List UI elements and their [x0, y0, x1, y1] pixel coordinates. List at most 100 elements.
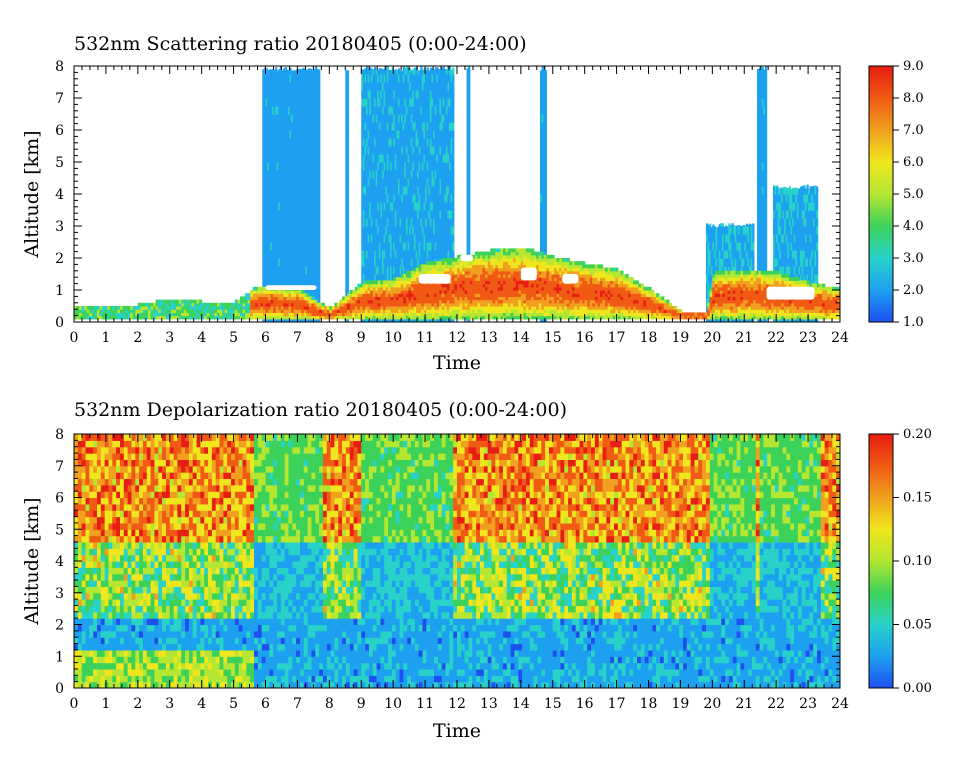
heatmap-cell: [386, 170, 389, 179]
heatmap-cell: [707, 298, 710, 307]
heatmap-cell: [374, 162, 377, 171]
heatmap-cell: [377, 258, 380, 267]
heatmap-cell: [267, 250, 270, 259]
heatmap-cell: [803, 274, 806, 283]
heatmap-cell: [283, 146, 286, 155]
heatmap-cell: [237, 306, 241, 310]
heatmap-cell: [763, 98, 766, 107]
heatmap-cell: [310, 258, 313, 267]
heatmap-cell: [399, 138, 402, 147]
heatmap-cell: [127, 315, 131, 320]
heatmap-cell: [410, 106, 413, 115]
heatmap-cell: [452, 210, 455, 219]
heatmap-cell: [301, 306, 305, 310]
heatmap-cell: [409, 122, 412, 131]
heatmap-cell: [434, 114, 437, 123]
heatmap-cell: [402, 154, 405, 163]
heatmap-cell: [299, 162, 302, 171]
heatmap-cell: [421, 98, 425, 107]
heatmap-cell: [260, 296, 264, 301]
heatmap-cell: [450, 162, 453, 171]
heatmap-cell: [222, 306, 226, 310]
heatmap-cell: [437, 82, 441, 91]
heatmap-cell: [311, 234, 314, 243]
heatmap-cell: [336, 306, 341, 310]
heatmap-cell: [361, 90, 364, 99]
heatmap-cell: [283, 234, 286, 243]
heatmap-cell: [276, 154, 279, 163]
heatmap-cell: [263, 90, 267, 99]
heatmap-cell: [412, 138, 415, 147]
heatmap-cell: [300, 106, 303, 115]
heatmap-cell: [314, 178, 318, 187]
heatmap-cell: [447, 66, 450, 75]
heatmap-cell: [288, 293, 292, 297]
heatmap-cell: [812, 185, 816, 187]
heatmap-cell: [265, 194, 268, 203]
heatmap-cell: [370, 90, 374, 99]
heatmap-cell: [271, 274, 275, 283]
heatmap-cell: [433, 130, 436, 139]
heatmap-cell: [412, 194, 415, 203]
heatmap-cell: [263, 162, 267, 171]
heatmap-cell: [442, 250, 445, 259]
heatmap-cell: [345, 258, 348, 267]
heatmap-cell: [370, 154, 374, 163]
heatmap-cell: [270, 315, 274, 320]
heatmap-cell: [160, 312, 164, 317]
heatmap-cell: [280, 296, 284, 301]
heatmap-cell: [168, 299, 172, 304]
heatmap-cell: [178, 302, 182, 307]
heatmap-cell: [405, 170, 409, 179]
heatmap-cell: [262, 296, 267, 301]
heatmap-cell: [429, 162, 433, 171]
heatmap-cell: [268, 290, 272, 294]
heatmap-cell: [733, 266, 736, 275]
heatmap-cell: [772, 226, 776, 235]
heatmap-cell: [421, 130, 425, 139]
heatmap-cell: [370, 250, 374, 259]
heatmap-cell: [275, 309, 279, 313]
heatmap-cell: [776, 210, 779, 219]
heatmap-cell: [293, 315, 297, 320]
heatmap-cell: [381, 258, 385, 267]
heatmap-cell: [758, 106, 761, 115]
heatmap-cell: [349, 315, 353, 320]
heatmap-cell: [415, 130, 418, 139]
heatmap-cell: [91, 315, 96, 320]
heatmap-cell: [816, 218, 819, 227]
heatmap-cell: [288, 299, 292, 304]
heatmap-cell: [311, 258, 314, 267]
heatmap-cell: [391, 234, 394, 243]
heatmap-cell: [314, 130, 318, 139]
heatmap-cell: [412, 68, 415, 75]
heatmap-cell: [764, 122, 768, 131]
heatmap-cell: [796, 218, 800, 227]
heatmap-cell: [298, 290, 302, 294]
heatmap-cell: [763, 210, 766, 219]
heatmap-cell: [712, 224, 715, 227]
heatmap-cell: [760, 218, 763, 227]
heatmap-cell: [295, 202, 299, 211]
heatmap-cell: [291, 274, 294, 283]
heatmap-cell: [188, 315, 193, 320]
heatmap-cell: [366, 258, 369, 267]
heatmap-cell: [127, 309, 131, 313]
heatmap-cell: [267, 210, 270, 219]
heatmap-cell: [316, 226, 319, 235]
heatmap-cell: [314, 290, 318, 299]
heatmap-cell: [804, 274, 808, 283]
heatmap-cell: [441, 122, 444, 131]
heatmap-cell: [764, 114, 768, 123]
heatmap-cell: [122, 306, 126, 310]
heatmap-cell: [314, 210, 318, 219]
heatmap-cell: [160, 306, 164, 310]
heatmap-cell: [380, 218, 383, 227]
heatmap-cell: [367, 242, 370, 251]
heatmap-cell: [439, 234, 442, 243]
heatmap-cell: [386, 146, 389, 155]
heatmap-cell: [361, 186, 364, 195]
heatmap-cell: [263, 114, 267, 123]
heatmap-cell: [816, 258, 819, 267]
heatmap-cell: [386, 114, 389, 123]
